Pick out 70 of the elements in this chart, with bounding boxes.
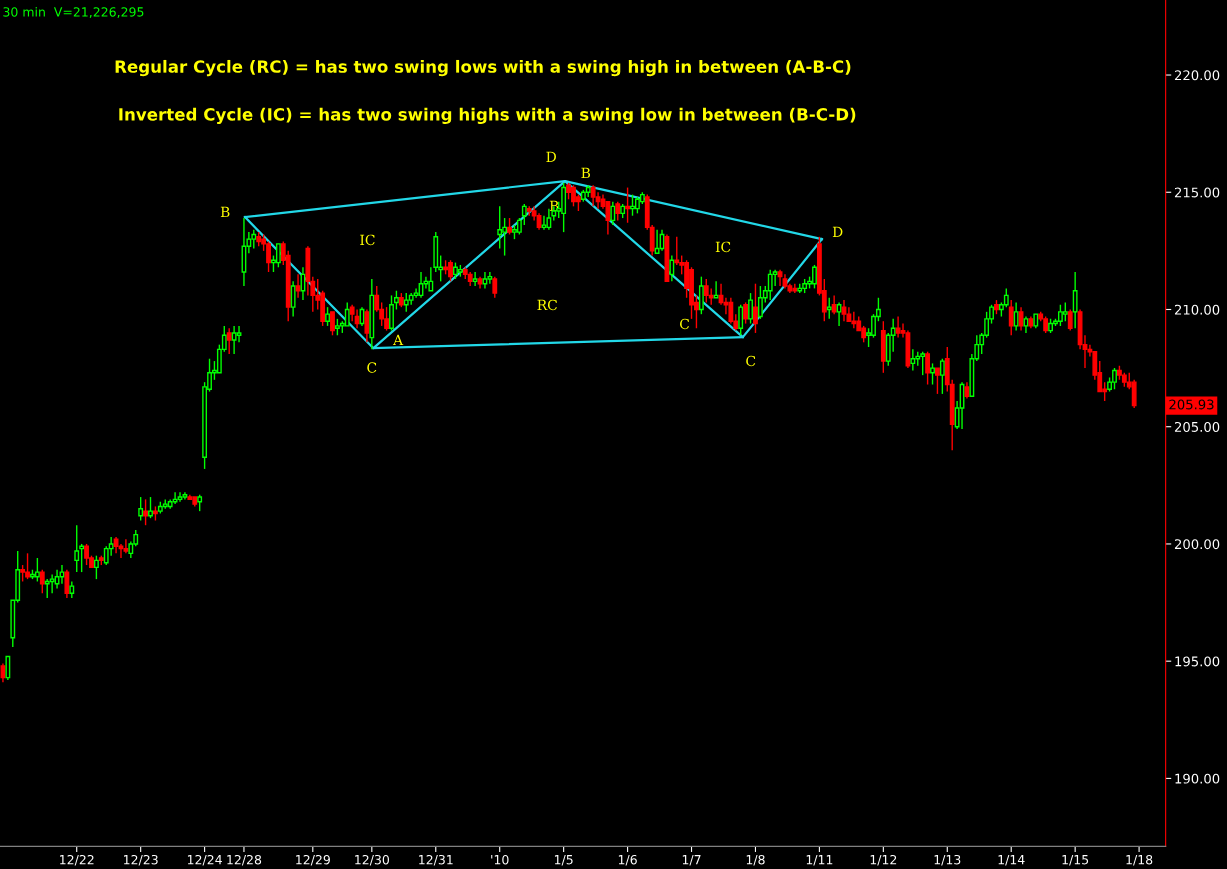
annotation: B	[220, 206, 230, 217]
annotation: D	[546, 151, 556, 162]
annotation: C	[680, 318, 690, 330]
candlestick	[64, 569, 70, 599]
candlestick	[1072, 271, 1078, 329]
candlestick	[831, 294, 837, 315]
candlestick	[231, 325, 237, 355]
candlestick	[69, 580, 75, 599]
x-tick-label: 1/8	[746, 854, 765, 866]
candlestick	[364, 308, 370, 344]
candlestick	[895, 315, 901, 339]
annotation: A	[393, 334, 404, 345]
candlestick	[708, 287, 714, 306]
candlestick	[546, 207, 552, 231]
text: 205.93	[1169, 399, 1214, 410]
x-tick-label: 1/5	[554, 855, 573, 866]
x-tick-label: 1/13	[934, 854, 961, 866]
x-tick-label: 1/18	[1126, 854, 1153, 866]
candlestick	[472, 271, 478, 287]
candlestick	[728, 297, 734, 325]
annotation: B	[549, 200, 559, 211]
y-tick-label: 210.00	[1174, 304, 1220, 315]
annotation: RC	[537, 299, 557, 311]
candlestick	[1013, 301, 1019, 332]
y-tick-label: 205.00	[1174, 421, 1220, 432]
x-tick-label: 1/11	[806, 855, 833, 866]
x-tick-label: 12/30	[355, 854, 390, 866]
annotation: Regular Cycle (RC) = has two swing lows with a swing high in between (A-B-C)	[115, 59, 851, 77]
candlestick	[590, 184, 596, 208]
candlestick	[910, 348, 916, 372]
x-tick-label: 1/14	[998, 855, 1025, 866]
candlestick	[290, 280, 296, 318]
annotation: C	[746, 355, 756, 367]
candlestick	[349, 304, 355, 322]
x-tick-label: 12/28	[227, 854, 262, 866]
candlestick	[772, 268, 778, 287]
candlestick	[1028, 315, 1034, 329]
annotation: D	[832, 226, 843, 237]
candlestick	[413, 287, 419, 299]
candlestick	[49, 573, 55, 594]
candlestick	[1131, 379, 1137, 409]
x-tick-label: 1/12	[870, 854, 897, 866]
candlestick	[123, 538, 129, 555]
annotation: C	[367, 362, 377, 373]
x-tick-label: 12/31	[419, 854, 453, 866]
annotation: IC	[715, 241, 731, 253]
candlestick	[669, 254, 675, 283]
annotation: B	[581, 167, 591, 178]
candlestick	[172, 491, 178, 505]
x-tick-label: 1/6	[618, 854, 637, 866]
candlestick	[305, 245, 311, 297]
annotation: 30 min V=21,226,295	[3, 6, 144, 18]
y-tick-label: 200.00	[1174, 539, 1220, 550]
x-tick-label: 12/24	[187, 854, 222, 866]
x-tick-label: 1/15	[1062, 855, 1089, 866]
candlestick	[369, 278, 375, 351]
y-tick-label: 215.00	[1174, 187, 1220, 198]
candlestick	[487, 271, 493, 285]
x-tick-label: 1/7	[682, 855, 701, 866]
x-tick-label: 12/23	[124, 854, 158, 866]
candlestick	[1067, 308, 1073, 332]
y-tick-label: 190.00	[1175, 773, 1220, 784]
y-tick-label: 195.00	[1175, 656, 1220, 667]
annotation: Inverted Cycle (IC) = has two swing highs with a swing low in between (B-C-D)	[119, 107, 856, 125]
candlestick	[610, 200, 616, 226]
x-tick-label: '10	[491, 854, 509, 865]
x-tick-label: 12/29	[296, 854, 330, 866]
y-tick-label: 220.00	[1174, 70, 1220, 81]
annotation: IC	[360, 234, 375, 246]
x-tick-label: 12/22	[60, 854, 94, 866]
